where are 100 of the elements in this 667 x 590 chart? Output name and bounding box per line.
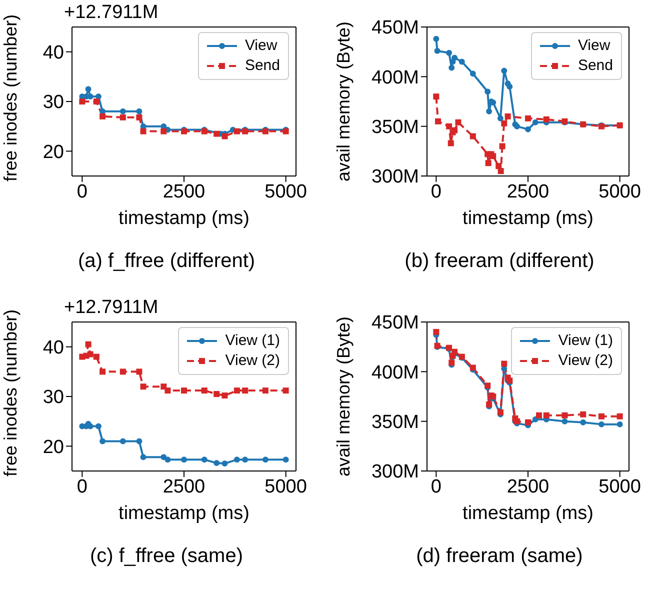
text: +12.7911M — [64, 297, 158, 319]
point — [497, 115, 504, 122]
x-axis-title: timestamp (ms) — [118, 503, 250, 524]
point — [616, 421, 623, 428]
y-axis-title: free inodes (number) — [0, 309, 20, 476]
point — [160, 128, 167, 134]
point — [234, 128, 240, 134]
point — [525, 126, 531, 132]
text: (a) f_ffree (different) — [76, 250, 256, 273]
y-tick-label: 40 — [42, 338, 64, 359]
y-tick-label: 20 — [42, 142, 64, 163]
legend-label: Send — [244, 56, 280, 76]
point — [222, 460, 228, 467]
point — [234, 388, 240, 394]
x-tick-label: 0 — [430, 181, 442, 202]
point — [448, 140, 454, 146]
point — [501, 68, 508, 74]
point — [100, 368, 106, 375]
y-tick-label: 350M — [371, 412, 419, 434]
point — [95, 423, 102, 430]
point — [222, 133, 228, 140]
point — [525, 419, 531, 426]
point — [140, 384, 146, 390]
point — [485, 160, 492, 166]
point — [282, 456, 289, 463]
point — [282, 388, 289, 394]
point — [501, 360, 508, 367]
y-tick-label: 350M — [371, 117, 419, 138]
x-tick-label: 0 — [76, 181, 88, 202]
point — [201, 388, 208, 394]
legend-label: Send — [578, 56, 613, 76]
point — [87, 351, 94, 358]
point — [458, 58, 465, 65]
x-tick-label: 5000 — [598, 181, 641, 202]
x-tick-label: 2500 — [162, 476, 206, 498]
point — [580, 411, 586, 418]
point — [164, 388, 171, 394]
point — [120, 438, 126, 444]
point — [100, 113, 106, 120]
point — [536, 412, 542, 418]
x-tick-label: 2500 — [162, 181, 206, 202]
point — [598, 413, 604, 420]
y-tick-label: 300M — [371, 462, 419, 483]
point — [501, 120, 508, 126]
point — [446, 123, 452, 130]
legend-label: View (1) — [225, 331, 280, 351]
point — [120, 368, 126, 375]
point — [470, 70, 476, 77]
text: (b) freeram (different) — [404, 250, 596, 273]
x-axis-title: timestamp (ms) — [118, 208, 250, 229]
point — [448, 64, 455, 71]
x-axis-title: timestamp (ms) — [462, 208, 594, 229]
point — [160, 384, 167, 390]
x-tick-label: 0 — [76, 476, 88, 498]
legend-label: View — [578, 36, 610, 56]
y-axis-title: free inodes (number) — [0, 14, 20, 182]
point — [506, 84, 513, 90]
point — [484, 88, 491, 95]
y-tick-label: 30 — [42, 92, 64, 114]
legend-label: View (2) — [225, 351, 280, 371]
point — [435, 118, 442, 124]
point — [93, 98, 100, 104]
point — [262, 388, 268, 394]
point — [580, 419, 586, 426]
point — [446, 50, 452, 56]
point — [181, 456, 187, 463]
y-axis-title: avail memory (Byte) — [333, 21, 354, 182]
point — [434, 48, 440, 54]
point — [452, 54, 458, 61]
y-tick-label: 400M — [371, 67, 419, 88]
y-tick-label: 450M — [371, 312, 419, 334]
x-tick-label: 5000 — [264, 476, 307, 498]
text: (d) freeram (same) — [415, 545, 584, 568]
point — [201, 456, 208, 463]
point — [85, 341, 92, 348]
point — [562, 418, 568, 424]
point — [486, 108, 492, 114]
y-tick-label: 30 — [42, 387, 64, 408]
point — [100, 438, 106, 444]
point — [140, 128, 146, 134]
point — [234, 456, 240, 463]
text: +12.7911M — [64, 2, 158, 24]
point — [525, 115, 531, 122]
point — [433, 328, 440, 335]
legend-label: View (1) — [558, 331, 613, 351]
point — [504, 113, 511, 120]
point — [433, 94, 440, 100]
point — [262, 456, 268, 463]
point — [136, 108, 142, 114]
x-tick-label: 0 — [430, 476, 442, 498]
point — [242, 388, 248, 394]
point — [498, 168, 504, 174]
point — [562, 412, 568, 418]
point — [214, 391, 220, 398]
point — [598, 421, 604, 428]
x-tick-label: 5000 — [264, 181, 307, 202]
x-tick-label: 2500 — [506, 181, 550, 202]
x-axis-title: timestamp (ms) — [462, 503, 594, 524]
point — [140, 454, 146, 460]
point — [136, 114, 142, 120]
